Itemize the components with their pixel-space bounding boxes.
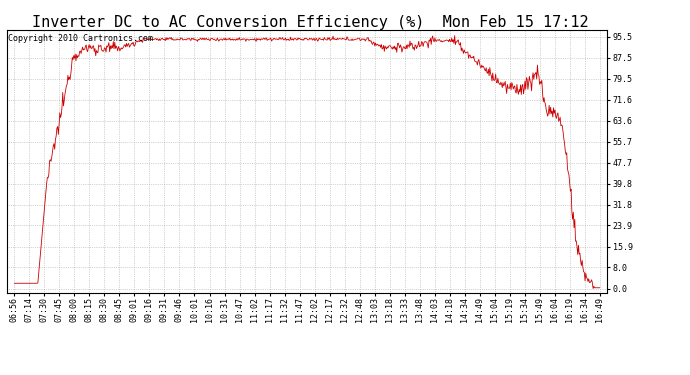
Text: Inverter DC to AC Conversion Efficiency (%)  Mon Feb 15 17:12: Inverter DC to AC Conversion Efficiency … <box>32 15 589 30</box>
Text: Copyright 2010 Cartronics.com: Copyright 2010 Cartronics.com <box>8 34 153 43</box>
